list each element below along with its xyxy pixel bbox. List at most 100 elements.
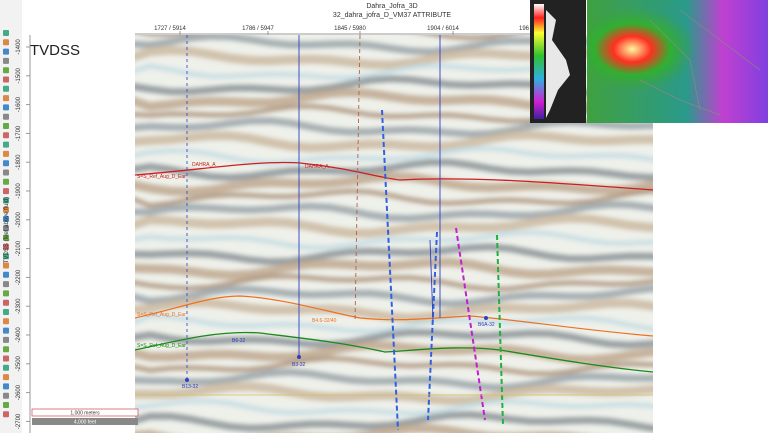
well-label: B6A-32 [478,322,495,328]
depth-tick-label: -2600 [16,384,22,400]
reflector [135,213,653,238]
tool-button[interactable] [3,271,9,278]
depth-tick-label: -1500 [16,67,22,83]
tool-button[interactable] [3,30,9,36]
depth-tick-label: -1700 [16,125,22,141]
tool-button[interactable] [3,243,9,250]
tool-button[interactable] [3,123,9,129]
horizon-orange [135,295,653,337]
horizon-label: DAHRA_A [192,162,216,168]
tool-button[interactable] [3,206,9,213]
tool-button[interactable] [3,374,9,381]
depth-title: TVDSS [30,42,80,59]
tool-button[interactable] [3,132,9,139]
tool-button[interactable] [3,309,9,315]
reflector [135,273,653,292]
top-tick-label: 1786 / 5947 [242,26,274,32]
horizon-red [135,161,653,191]
tool-button[interactable] [3,225,9,232]
tool-button[interactable] [3,318,9,325]
tool-button[interactable] [3,290,9,297]
tool-button[interactable] [3,216,9,222]
tool-button[interactable] [3,197,9,204]
horizon-green [135,331,653,373]
reflector [135,158,653,182]
depth-tick-label: -2700 [16,413,22,429]
reflector [135,229,653,251]
fault [381,109,399,431]
reflector [135,145,653,166]
well-label: B3-32 [292,362,306,368]
tool-button[interactable] [3,169,9,176]
depth-tick-label: -2500 [16,355,22,371]
tool-button[interactable] [3,57,9,64]
tool-button[interactable] [3,402,9,408]
tool-button[interactable] [3,299,9,306]
well-marker [297,355,301,359]
scale-feet: 4,000 feet [74,420,97,426]
tool-button[interactable] [3,346,9,353]
well-marker [484,316,488,320]
reflector [135,130,653,153]
reflector [135,243,653,266]
depth-tick-label: -1400 [16,39,22,55]
tool-button[interactable] [3,67,9,74]
tool-button[interactable] [3,160,9,167]
tool-button[interactable] [3,48,9,55]
tool-button[interactable] [3,253,9,260]
tool-button[interactable] [3,178,9,185]
map-faults [639,9,761,116]
horizon-label: S=S_Ref_Aug_D_Ear [137,174,186,180]
tool-button[interactable] [3,262,9,269]
reflector [135,423,577,433]
well-trace [429,239,434,321]
tool-button[interactable] [3,188,9,195]
tool-button[interactable] [3,113,9,120]
horizon-label: S=S_Ref_Aug_D_Ear [137,343,186,349]
tool-button[interactable] [3,411,9,418]
reflector [135,368,653,391]
top-tick-label: 1727 / 5914 [154,26,186,32]
well-trace [354,35,361,323]
axis-title: TVDSS (feet above fluid) [4,197,10,263]
tool-button[interactable] [3,150,9,157]
tool-button[interactable] [3,104,9,111]
depth-tick-label: -1800 [16,154,22,170]
tool-button[interactable] [3,327,9,334]
tool-button[interactable] [3,85,9,92]
reflector [135,297,653,323]
tool-button[interactable] [3,234,9,241]
survey-name: Dahra_Jofra_3D [366,3,417,10]
horizon-label: B4.6-32/40 [312,318,337,324]
depth-tick-label: -2400 [16,327,22,343]
tool-button[interactable] [3,95,9,102]
fault [427,231,438,421]
tool-button[interactable] [3,39,9,46]
depth-ticks: -1400 -1500 -1600 -1700 -1800 -1900 -2000 -2100… [16,39,30,429]
reflector [135,381,653,406]
reflector [135,411,653,432]
histogram [546,10,570,118]
map-anomaly [587,0,768,123]
depth-tick-label: -2000 [16,211,22,227]
depth-tick-label: -2100 [16,240,22,256]
scale-meters: 1,000 meters [70,411,100,417]
depth-tick-label: -2200 [16,269,22,285]
reflector [135,340,653,365]
reflector [135,188,653,209]
reflector [135,171,653,197]
colorbar [534,4,544,119]
tool-button[interactable] [3,141,9,148]
tool-button[interactable] [3,76,9,83]
scale-bar-feet [32,418,138,425]
tool-button[interactable] [3,281,9,288]
tool-button[interactable] [3,364,9,371]
tool-button[interactable] [3,392,9,399]
reflector [135,398,653,417]
horizon-label: DAHRA_A [305,164,329,170]
well-label: B6-32 [232,338,246,344]
tool-button[interactable] [3,355,9,362]
well-marker [185,378,189,382]
tool-button[interactable] [3,336,9,343]
tool-button[interactable] [3,383,9,390]
